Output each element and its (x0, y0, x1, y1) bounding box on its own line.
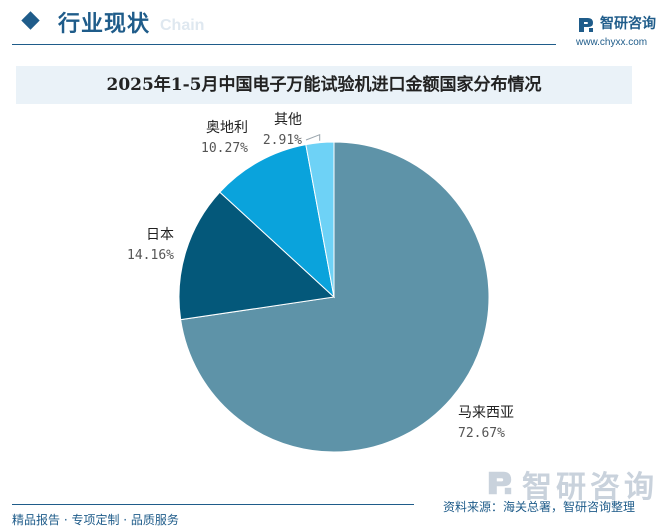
footer-source: 资料来源：海关总署，智研咨询整理 (443, 500, 636, 514)
slice-label: 马来西亚 (458, 405, 514, 421)
footer-logo-icon (488, 471, 512, 495)
leader-line (305, 133, 321, 141)
header-divider (12, 44, 556, 45)
pie-slice (219, 143, 335, 299)
brand-logo-icon (579, 18, 593, 32)
slice-value-label: 2.91% (263, 133, 302, 148)
pie-slice (180, 141, 490, 453)
chart-title: 2025年1-5月中国电子万能试验机进口金额国家分布情况 (106, 75, 542, 95)
slice-value-label: 14.16% (127, 248, 174, 263)
slice-value-label: 72.67% (458, 426, 505, 441)
footer-brand: 智研咨询 (522, 470, 658, 505)
brand-name: 智研咨询 (600, 16, 656, 32)
header: 行业现状 Chain 智研咨询 www.chyxx.com (0, 0, 667, 50)
pie-slice (178, 191, 336, 321)
chart-title-band: 2025年1-5月中国电子万能试验机进口金额国家分布情况 (16, 66, 632, 104)
footer-divider (12, 504, 414, 505)
footer-services: 精品报告 · 专项定制 · 品质服务 (12, 513, 179, 527)
pie-slice (305, 141, 335, 298)
slice-label: 其他 (274, 112, 302, 128)
header-watermark: Chain (160, 17, 205, 34)
slice-label: 奥地利 (206, 119, 248, 136)
brand-url: www.chyxx.com (576, 37, 648, 48)
section-title: 行业现状 (58, 12, 151, 37)
slice-value-label: 10.27% (201, 141, 248, 156)
slice-label: 日本 (146, 227, 174, 243)
